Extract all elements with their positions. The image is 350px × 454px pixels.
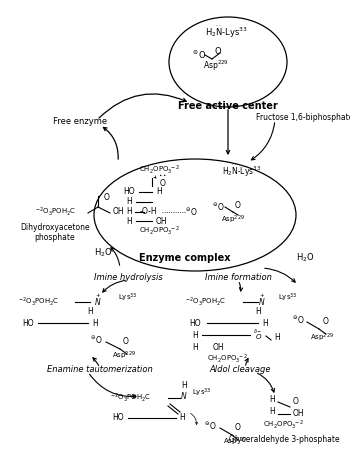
Text: Imine formation: Imine formation <box>204 273 272 282</box>
Text: Aldol cleavage: Aldol cleavage <box>209 365 271 375</box>
Text: O: O <box>235 202 241 211</box>
Text: Free active center: Free active center <box>178 101 278 111</box>
Text: $\overset{+}{N}$: $\overset{+}{N}$ <box>94 291 102 308</box>
Text: $^\ominus$O: $^\ominus$O <box>203 420 217 432</box>
Text: $\mathregular{H_2\overset{..}{N}}$-Lys$^{33}$: $\mathregular{H_2\overset{..}{N}}$-Lys$^… <box>222 163 261 178</box>
Text: H$_2$O: H$_2$O <box>296 252 314 264</box>
Text: Fructose 1,6-biphosphate: Fructose 1,6-biphosphate <box>256 114 350 123</box>
Text: Lys$^{33}$: Lys$^{33}$ <box>278 292 298 304</box>
Text: Enamine tautomerization: Enamine tautomerization <box>47 365 153 375</box>
Text: Asp$^{229}$: Asp$^{229}$ <box>221 214 245 226</box>
Text: Asp$^{229}$: Asp$^{229}$ <box>310 332 334 344</box>
Text: $\mathregular{^{-2}O_3POH_2C}$: $\mathregular{^{-2}O_3POH_2C}$ <box>185 296 226 308</box>
Text: Imine hydrolysis: Imine hydrolysis <box>94 273 162 282</box>
Text: Asp$^{229}$: Asp$^{229}$ <box>112 350 136 362</box>
Text: Enzyme complex: Enzyme complex <box>139 253 231 263</box>
Text: H: H <box>269 395 275 405</box>
Text: O: O <box>104 193 110 202</box>
Text: $\mathregular{^{-2}O_3POH_2C}$: $\mathregular{^{-2}O_3POH_2C}$ <box>110 392 151 404</box>
Text: H: H <box>179 414 185 423</box>
Text: $\mathregular{CH_2OPO_3^{\ -2}}$: $\mathregular{CH_2OPO_3^{\ -2}}$ <box>264 418 304 432</box>
Text: Dihydroxyacetone: Dihydroxyacetone <box>20 223 90 232</box>
Text: Lys$^{33}$: Lys$^{33}$ <box>118 292 138 304</box>
Text: H: H <box>269 408 275 416</box>
Text: OH: OH <box>292 409 304 418</box>
Text: $\mathregular{CH_2OPO_3^{\ -2}}$: $\mathregular{CH_2OPO_3^{\ -2}}$ <box>208 352 248 365</box>
Text: Asp$^{229}$: Asp$^{229}$ <box>203 59 229 73</box>
Text: Glyceraldehyde 3-phosphate: Glyceraldehyde 3-phosphate <box>229 435 339 444</box>
Text: H: H <box>274 334 280 342</box>
Text: $\mathregular{CH_2OPO_3^{\ -2}}$: $\mathregular{CH_2OPO_3^{\ -2}}$ <box>139 224 181 237</box>
Text: $^\ominus$O: $^\ominus$O <box>89 335 103 345</box>
Text: Asp$^{229}$: Asp$^{229}$ <box>223 436 247 448</box>
Text: HO: HO <box>189 319 201 327</box>
Text: $\mathregular{H_2\overset{..}{N}}$-Lys$^{33}$: $\mathregular{H_2\overset{..}{N}}$-Lys$^… <box>205 25 247 39</box>
Text: $\mathregular{CH_2OPO_3^{\ -2}}$: $\mathregular{CH_2OPO_3^{\ -2}}$ <box>139 163 181 177</box>
Text: HO: HO <box>112 414 124 423</box>
Text: $^\ominus$O: $^\ominus$O <box>291 314 305 326</box>
Text: O: O <box>235 424 241 433</box>
Text: HO: HO <box>123 188 135 197</box>
Text: $^\ominus$O: $^\ominus$O <box>211 202 225 212</box>
Text: O: O <box>293 396 299 405</box>
Text: $\mathregular{\overset{\bullet \bullet}{O}}$: $\mathregular{\overset{\bullet \bullet}{… <box>158 173 166 188</box>
Text: $\overset{\delta-}{O}$: $\overset{\delta-}{O}$ <box>253 328 263 342</box>
Text: HO: HO <box>22 319 34 327</box>
Text: H$_2$O: H$_2$O <box>94 247 112 259</box>
Text: phosphate: phosphate <box>35 233 75 242</box>
Text: O: O <box>123 337 129 346</box>
Text: H: H <box>181 381 187 390</box>
Text: H: H <box>192 342 198 351</box>
Text: OH: OH <box>155 217 167 226</box>
Text: $\overset{}{N}$: $\overset{}{N}$ <box>180 390 188 402</box>
Text: OH: OH <box>212 342 224 351</box>
Text: H: H <box>126 217 132 226</box>
Text: $^\ominus$O: $^\ominus$O <box>184 207 198 217</box>
Text: O: O <box>323 316 329 326</box>
Text: Lys$^{33}$: Lys$^{33}$ <box>192 387 212 399</box>
Text: Free enzyme: Free enzyme <box>53 117 107 125</box>
Text: H: H <box>192 331 198 340</box>
Text: H: H <box>156 188 162 197</box>
Text: H: H <box>126 207 132 217</box>
Text: -O-H: -O-H <box>139 207 157 217</box>
Text: H: H <box>92 319 98 327</box>
Text: $\mathregular{^{-2}O_3POH_2C}$: $\mathregular{^{-2}O_3POH_2C}$ <box>35 206 76 218</box>
Text: H: H <box>262 319 268 327</box>
Text: $\overset{+}{N}$: $\overset{+}{N}$ <box>258 291 266 308</box>
Text: OH: OH <box>112 207 124 217</box>
Text: O: O <box>215 48 221 56</box>
Text: H: H <box>255 307 261 316</box>
Text: H: H <box>87 307 93 316</box>
Text: H: H <box>126 197 132 207</box>
Text: $^\ominus$O: $^\ominus$O <box>191 49 207 61</box>
Text: $\mathregular{^{-2}O_3POH_2C}$: $\mathregular{^{-2}O_3POH_2C}$ <box>18 296 59 308</box>
